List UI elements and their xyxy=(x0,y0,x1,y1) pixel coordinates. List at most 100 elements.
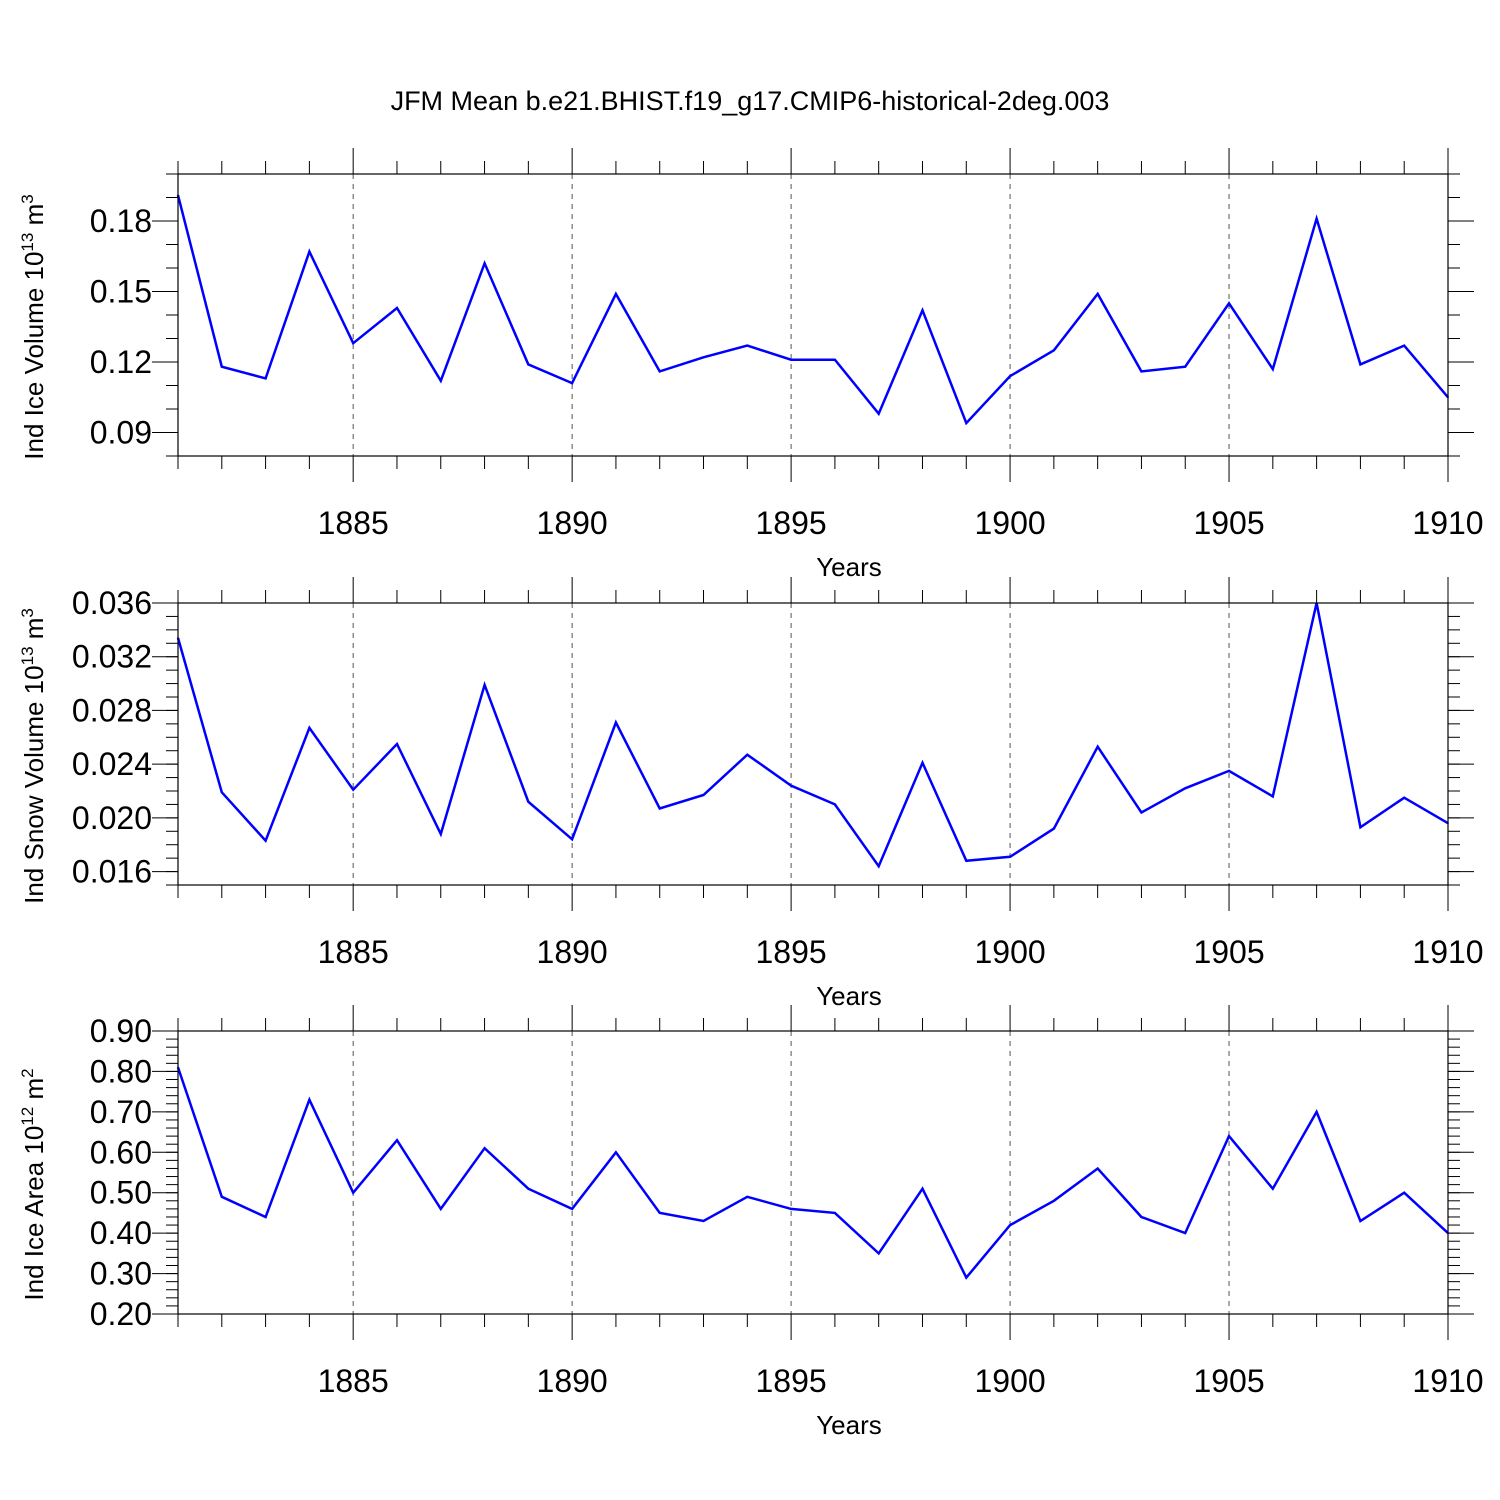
data-point xyxy=(746,1195,749,1198)
data-point xyxy=(1359,1220,1362,1222)
plot-frame xyxy=(177,602,1449,886)
data-point xyxy=(658,807,661,810)
y-tick-label: 0.50 xyxy=(90,1175,152,1211)
data-point xyxy=(264,1216,267,1218)
plot-frame xyxy=(177,1030,1449,1315)
data-point xyxy=(1228,1135,1230,1137)
data-point xyxy=(1184,365,1187,368)
data-point xyxy=(834,358,836,361)
data-point xyxy=(571,1208,573,1210)
y-tick-label: 0.12 xyxy=(90,344,152,380)
data-point xyxy=(571,382,573,384)
data-point xyxy=(439,1208,442,1210)
data-point xyxy=(702,356,705,359)
data-point xyxy=(1009,856,1011,858)
x-tick-label: 1910 xyxy=(1412,505,1483,541)
x-tick-label: 1905 xyxy=(1193,505,1264,541)
data-point xyxy=(352,1191,354,1194)
chart-panel-3: 0.20 0.30 0.40 0.50 0.60 0.70 0.80 0.90 1885 1890… xyxy=(18,1005,1484,1440)
data-point xyxy=(877,1252,880,1255)
data-point xyxy=(396,743,398,745)
data-point xyxy=(483,684,486,686)
data-point xyxy=(483,1147,486,1150)
data-point xyxy=(965,1276,968,1279)
x-tick-label: 1910 xyxy=(1412,934,1483,970)
x-tick-label: 1895 xyxy=(756,505,827,541)
data-point xyxy=(1315,217,1318,220)
x-tick-label: 1885 xyxy=(318,505,389,541)
x-tick-label: 1895 xyxy=(756,934,827,970)
data-point xyxy=(527,800,530,803)
x-axis-label: Years xyxy=(816,1410,882,1440)
data-point xyxy=(615,1151,617,1154)
y-axis-label: Ind Ice Volume 1013 m3 xyxy=(18,194,49,459)
data-point xyxy=(1228,302,1230,305)
data-point xyxy=(1359,826,1362,829)
data-point xyxy=(308,727,311,729)
y-tick-label: 0.80 xyxy=(90,1053,152,1089)
data-point xyxy=(965,860,968,862)
data-point xyxy=(790,784,792,787)
data-point xyxy=(571,838,573,841)
data-point xyxy=(1053,349,1055,352)
series-line xyxy=(176,194,1449,426)
data-point xyxy=(1096,745,1099,748)
y-tick-label: 0.60 xyxy=(90,1134,152,1170)
data-point xyxy=(1272,368,1274,370)
x-tick-label: 1905 xyxy=(1193,1363,1264,1399)
data-point xyxy=(1009,1224,1011,1226)
data-point xyxy=(615,293,617,295)
data-point xyxy=(658,370,661,373)
x-tick-label: 1885 xyxy=(318,934,389,970)
data-point xyxy=(1403,344,1406,347)
chart-panel-1: 0.09 0.12 0.15 0.18 1885 1890 1895 1900 1905 1910… xyxy=(18,148,1484,582)
data-point xyxy=(658,1212,661,1214)
data-point xyxy=(746,753,749,756)
data-point xyxy=(308,250,311,253)
y-tick-label: 0.016 xyxy=(72,854,152,890)
data-point xyxy=(220,1195,223,1198)
x-tick-label: 1890 xyxy=(537,934,608,970)
data-point xyxy=(483,262,486,265)
data-point xyxy=(1140,811,1143,814)
data-point xyxy=(921,309,924,312)
data-point xyxy=(396,307,398,309)
data-point xyxy=(1009,375,1011,377)
data-point xyxy=(264,839,267,842)
y-tick-label: 0.40 xyxy=(90,1215,152,1251)
x-tick-label: 1900 xyxy=(974,1363,1045,1399)
y-tick-label: 0.036 xyxy=(72,585,152,621)
data-point xyxy=(790,1208,792,1210)
y-tick-label: 0.028 xyxy=(72,692,152,728)
data-point xyxy=(527,1187,530,1190)
y-tick-label: 0.18 xyxy=(90,203,152,239)
data-point xyxy=(1053,827,1055,830)
data-point xyxy=(702,794,705,796)
x-tick-label: 1905 xyxy=(1193,934,1264,970)
x-tick-label: 1890 xyxy=(537,1363,608,1399)
y-axis-label: Ind Ice Area 1012 m2 xyxy=(18,1068,49,1300)
data-point xyxy=(1403,1191,1406,1194)
y-tick-label: 0.15 xyxy=(90,274,152,310)
x-tick-label: 1910 xyxy=(1412,1363,1483,1399)
x-axis-label: Years xyxy=(816,552,882,582)
y-tick-label: 0.30 xyxy=(90,1256,152,1292)
x-tick-label: 1895 xyxy=(756,1363,827,1399)
data-point xyxy=(220,791,223,794)
data-point xyxy=(527,363,530,366)
data-point xyxy=(352,788,354,791)
data-point xyxy=(396,1139,398,1141)
x-tick-label: 1900 xyxy=(974,505,1045,541)
data-point xyxy=(1184,787,1187,790)
series-line xyxy=(176,602,1449,869)
data-point xyxy=(439,380,442,382)
data-point xyxy=(220,365,223,368)
data-point xyxy=(702,1220,705,1222)
chart-panel-2: 0.016 0.020 0.024 0.028 0.032 0.036 1885 1890 18… xyxy=(18,577,1484,1011)
data-point xyxy=(264,377,267,380)
y-tick-label: 0.09 xyxy=(90,415,152,451)
data-point xyxy=(352,342,354,345)
plot-frame xyxy=(177,173,1449,457)
data-point xyxy=(615,721,617,724)
data-point xyxy=(1184,1232,1187,1234)
